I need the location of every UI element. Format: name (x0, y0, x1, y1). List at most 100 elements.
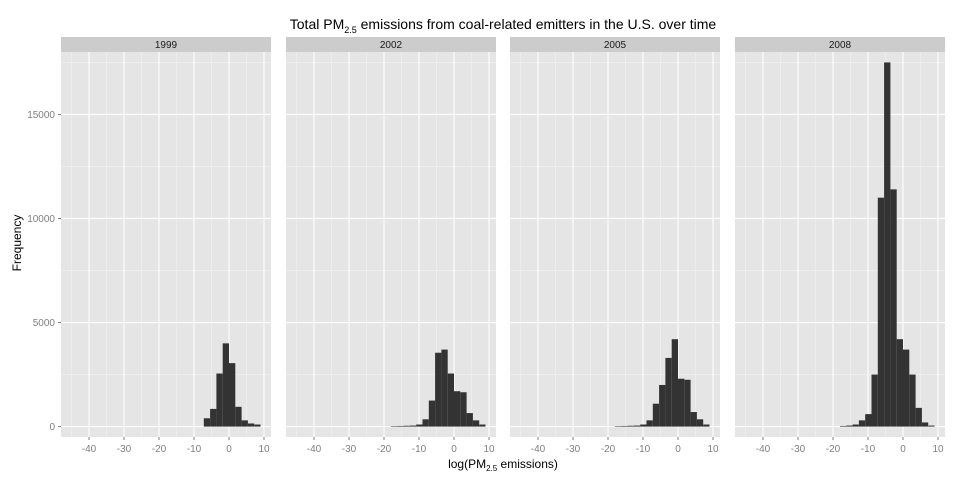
histogram-bar (915, 407, 922, 427)
histogram-bar (254, 424, 261, 427)
panel-background (61, 52, 271, 437)
histogram-bar (621, 425, 628, 427)
histogram-bar (928, 425, 935, 427)
histogram-bar (247, 423, 255, 427)
histogram-bar (896, 339, 903, 427)
facet-strip (61, 37, 271, 52)
facet-panel-2002: 2002 -40 -30 -20 -10 0 10 (286, 37, 496, 455)
x-tick-label: 0 (451, 444, 457, 455)
histogram-bar (840, 425, 847, 427)
y-tick-label: 10000 (27, 214, 55, 225)
histogram-bar (428, 400, 436, 427)
facet-strip (510, 37, 720, 52)
x-tick-label: -30 (791, 444, 806, 455)
histogram-bar (397, 425, 404, 427)
histogram-bar (665, 357, 672, 427)
histogram-bar (671, 339, 678, 427)
histogram-bar (422, 419, 429, 427)
histogram-bar (391, 426, 398, 427)
histogram-bar (871, 374, 878, 427)
histogram-bar (615, 426, 622, 427)
chart-title: Total PM2.5 emissions from coal-related … (290, 16, 717, 35)
histogram-bar (203, 418, 211, 427)
y-tick-label: 15000 (27, 110, 55, 121)
histogram-bar (921, 422, 929, 427)
x-tick-label: 10 (932, 444, 944, 455)
x-tick-label: -10 (636, 444, 651, 455)
histogram-bar (846, 425, 853, 427)
y-axis-title: Frequency (10, 215, 24, 272)
histogram-bar (640, 424, 647, 427)
x-tick-label: -40 (82, 444, 97, 455)
histogram-bar (890, 189, 897, 427)
panel-background (735, 52, 945, 437)
histogram-bar (865, 414, 872, 427)
x-tick-label: 10 (483, 444, 495, 455)
histogram-bar (403, 425, 410, 427)
histogram-bar (409, 425, 417, 427)
x-tick-label: 10 (258, 444, 270, 455)
histogram-bar (447, 373, 454, 427)
x-tick-label: -20 (377, 444, 392, 455)
y-tick-label: 0 (49, 422, 55, 433)
x-tick-label: -40 (307, 444, 322, 455)
x-tick-label: -10 (412, 444, 427, 455)
histogram-bar (903, 349, 910, 427)
histogram-bar (858, 420, 866, 427)
histogram-bar (435, 352, 442, 427)
panel-background (510, 52, 720, 437)
histogram-bar (466, 413, 473, 427)
histogram-bar (678, 378, 685, 427)
histogram-bar (235, 406, 242, 427)
histogram-bar (416, 424, 423, 427)
x-axis-title-rest: emissions) (497, 457, 558, 471)
histogram-bar (222, 343, 229, 427)
histogram-bar (454, 391, 461, 427)
facet-strip-label: 2005 (604, 40, 627, 51)
facet-strip (286, 37, 496, 52)
x-tick-label: 10 (707, 444, 719, 455)
histogram-bar (690, 412, 697, 427)
histogram-bar (652, 403, 660, 427)
x-tick-label: -30 (566, 444, 581, 455)
histogram-bar (627, 425, 634, 427)
x-tick-label: -20 (601, 444, 616, 455)
chart-title-rest: emissions from coal-related emitters in … (357, 16, 717, 32)
y-tick-label: 5000 (33, 318, 56, 329)
facet-strip-label: 2002 (380, 40, 403, 51)
histogram-bar (210, 408, 217, 427)
x-tick-label: -30 (117, 444, 132, 455)
histogram-bar (633, 425, 641, 427)
x-tick-label: -30 (342, 444, 357, 455)
histogram-bar (659, 384, 666, 427)
histogram-bar (229, 363, 236, 427)
facet-strip-label: 1999 (155, 40, 178, 51)
facet-panel-2008: 2008 -40 -30 -20 -10 0 10 (735, 37, 945, 455)
panel-background (286, 52, 496, 437)
x-tick-label: -20 (152, 444, 167, 455)
histogram-bar (460, 392, 467, 427)
x-tick-label: -20 (826, 444, 841, 455)
histogram-bar (216, 373, 223, 427)
x-axis-title-subscript: 2.5 (486, 464, 498, 473)
histogram-bar (696, 419, 704, 427)
x-tick-label: -40 (756, 444, 771, 455)
histogram-bar (884, 62, 891, 427)
histogram-bar (877, 197, 885, 427)
histogram-bar (646, 420, 653, 427)
x-tick-label: 0 (226, 444, 232, 455)
facet-panel-1999: 1999 -40 -30 -20 -10 0 10 0 5000 10000 15000 (27, 37, 271, 455)
histogram-bar (479, 424, 486, 427)
histogram-bar (241, 420, 248, 427)
x-tick-label: 0 (675, 444, 681, 455)
x-tick-label: -10 (187, 444, 202, 455)
x-tick-label: 0 (900, 444, 906, 455)
x-tick-label: -10 (861, 444, 876, 455)
chart-title-subscript: 2.5 (344, 25, 357, 35)
facet-strip (735, 37, 945, 52)
histogram-bar (909, 374, 916, 427)
x-axis-title: log(PM2.5 emissions) (448, 457, 558, 473)
x-axis-title-main: log(PM (448, 457, 486, 471)
histogram-bar (472, 420, 480, 427)
